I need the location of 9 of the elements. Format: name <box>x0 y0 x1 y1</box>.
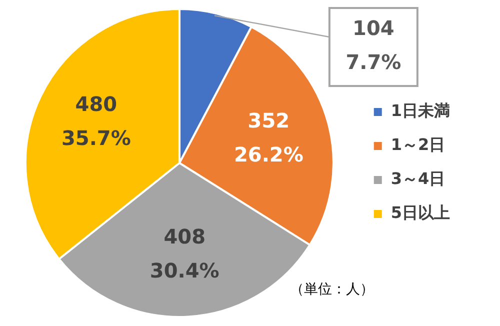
data-label: 352 26.2% <box>234 108 304 166</box>
text: （単位：人） <box>290 282 374 298</box>
legend-label: 5日以上 <box>390 203 450 222</box>
data-label: 104 7.7% <box>346 16 402 74</box>
legend-label: 3～4日 <box>390 169 446 188</box>
data-label: 480 35.7% <box>61 92 131 150</box>
legend-label: 1日未満 <box>390 101 450 120</box>
data-label: 408 30.4% <box>150 224 220 282</box>
legend-label: 1～2日 <box>390 135 446 154</box>
